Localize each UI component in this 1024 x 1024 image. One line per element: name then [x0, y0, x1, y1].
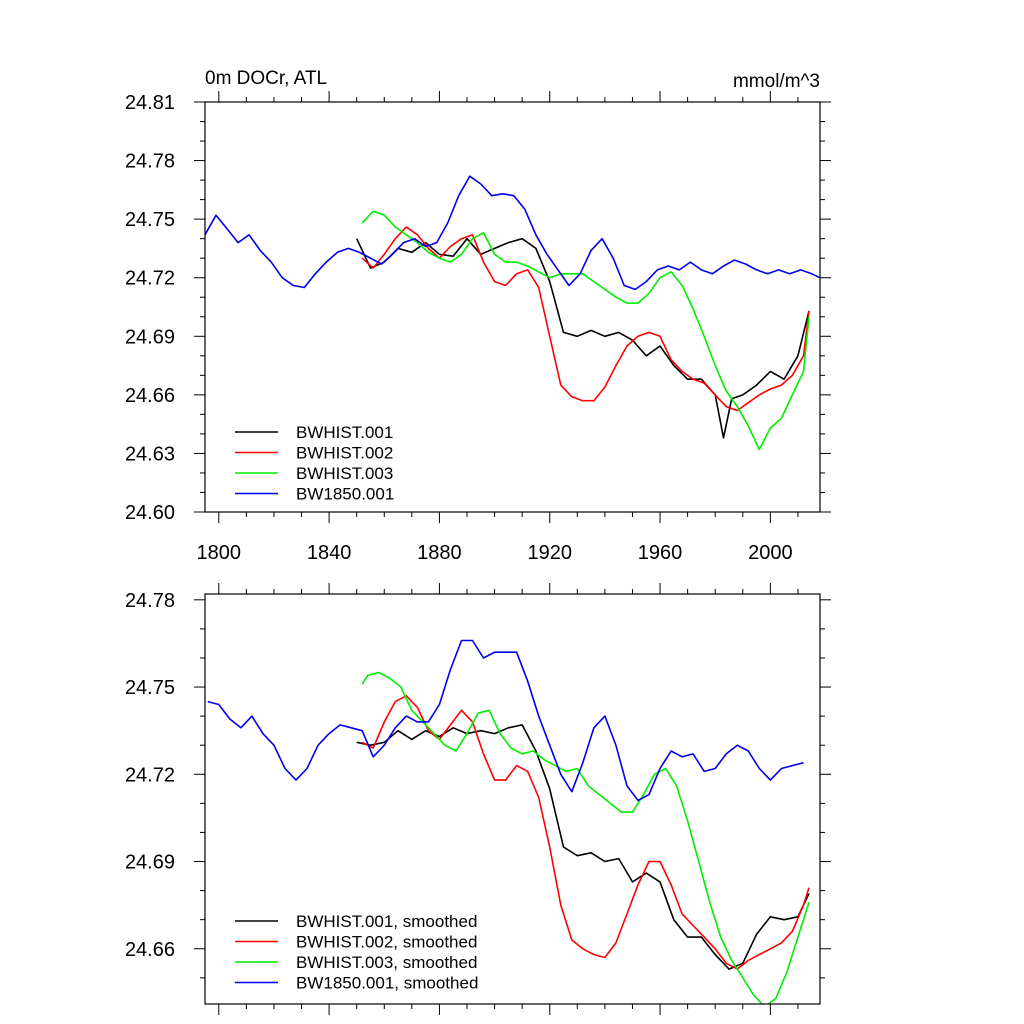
top-legend-label-3: BWHIST.003	[296, 464, 393, 483]
top-legend-label-4: BW1850.001	[296, 485, 394, 504]
top-plot-frame	[204, 101, 821, 513]
top-ytick-label: 24.75	[125, 209, 175, 231]
top-xtick-label: 2000	[748, 542, 793, 564]
top-title-left: 0m DOCr, ATL	[205, 68, 327, 89]
bottom-ytick-label: 24.78	[125, 590, 175, 612]
top-xtick-label: 1800	[197, 542, 242, 564]
top-ytick-label: 24.63	[125, 443, 175, 465]
top-ytick-label: 24.69	[125, 326, 175, 348]
top-series-line-3	[361, 210, 810, 451]
top-ytick-label: 24.60	[125, 502, 175, 524]
bottom-legend-label-4: BW1850.001, smoothed	[296, 974, 478, 993]
top-xtick-label: 1960	[638, 542, 683, 564]
top-ytick-label: 24.81	[125, 92, 175, 114]
top-panel: 1800 1840 1880 1920 1960 2000 24.60 24.63 24.66 2…	[125, 68, 831, 564]
top-title-right: mmol/m^3	[733, 71, 820, 92]
bottom-legend-label-3: BWHIST.003, smoothed	[296, 953, 477, 972]
top-xtick-label: 1840	[307, 542, 352, 564]
top-ytick-label: 24.66	[125, 385, 175, 407]
bottom-series-line-4	[207, 639, 804, 802]
top-series-line-4	[205, 175, 820, 291]
top-legend-label-2: BWHIST.002	[296, 444, 393, 463]
top-ytick-label: 24.78	[125, 151, 175, 173]
bottom-series-layer	[207, 639, 810, 1004]
top-series-line-2	[361, 226, 810, 412]
bottom-ytick-label: 24.75	[125, 677, 175, 699]
top-series-line-1	[355, 237, 810, 439]
bottom-legend: BWHIST.001, smoothed BWHIST.002, smoothed…	[235, 912, 478, 993]
bottom-ytick-label: 24.66	[125, 939, 175, 961]
bottom-ytick-label: 24.72	[125, 764, 175, 786]
bottom-ticks-layer: 24.66 24.69 24.72 24.75 24.78	[125, 583, 831, 1015]
bottom-ytick-label: 24.69	[125, 852, 175, 874]
bottom-panel: 24.66 24.69 24.72 24.75 24.78 BWHIST.001, sm…	[125, 583, 831, 1015]
top-xtick-label: 1920	[527, 542, 572, 564]
top-series-layer	[205, 175, 820, 451]
bottom-series-line-3	[361, 671, 810, 1004]
bottom-plot-frame	[204, 593, 821, 1005]
top-ticks-layer: 1800 1840 1880 1920 1960 2000 24.60 24.63 24.66 2…	[125, 91, 831, 564]
top-ytick-label: 24.72	[125, 268, 175, 290]
top-xtick-label: 1880	[417, 542, 462, 564]
bottom-legend-label-2: BWHIST.002, smoothed	[296, 933, 477, 952]
top-legend-label-1: BWHIST.001	[296, 423, 393, 442]
bottom-legend-label-1: BWHIST.001, smoothed	[296, 912, 477, 931]
